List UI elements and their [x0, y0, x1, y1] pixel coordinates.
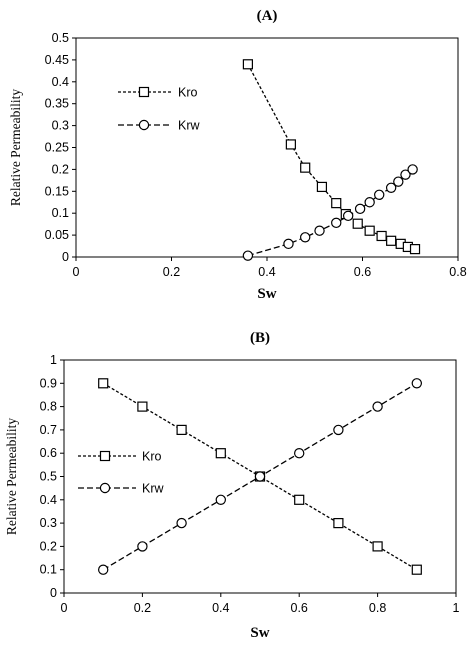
x-tick-label: 0.4	[258, 265, 275, 279]
data-point	[411, 378, 422, 389]
y-tick-label: 0.5	[52, 31, 69, 45]
x-tick-label: 1	[453, 601, 460, 615]
legend-entry: Krw	[78, 482, 165, 496]
x-tick-label: 0.6	[354, 265, 371, 279]
legend-marker	[138, 86, 150, 98]
legend-entry: Kro	[78, 450, 162, 464]
data-point	[411, 564, 422, 575]
legend-label: Kro	[178, 86, 198, 100]
data-point	[215, 448, 226, 459]
chart-title: (B)	[250, 330, 270, 346]
x-tick-label: 0.8	[449, 265, 466, 279]
y-tick-label: 0.5	[40, 470, 57, 484]
chart-panel-b: 0 0.1 0.2 0.3 0.4 0.5 0.6 0.7 0.8 0.9 1 0 0.2 0.4 0.6 0…	[4, 330, 460, 641]
x-tick-label: 0.2	[134, 601, 151, 615]
data-point	[333, 424, 344, 436]
data-point	[331, 198, 342, 209]
y-axis-title: Relative Permeability	[4, 418, 19, 536]
y-tick-label: 0.3	[40, 516, 57, 530]
x-axis-title: Sw	[257, 286, 276, 302]
data-point	[386, 235, 397, 246]
legend-label: Krw	[142, 482, 165, 496]
series-krw	[242, 164, 418, 261]
data-point	[376, 230, 387, 242]
data-point	[98, 378, 109, 389]
legend-label: Krw	[178, 119, 201, 133]
data-point	[385, 182, 397, 193]
data-point	[283, 238, 294, 250]
y-tick-label: 0.2	[52, 162, 69, 176]
data-point	[374, 189, 385, 201]
y-tick-label: 0.4	[40, 493, 57, 507]
data-point	[300, 162, 311, 173]
data-point	[254, 471, 266, 482]
x-tick-label: 0.4	[212, 601, 229, 615]
legend-entry: Krw	[118, 119, 201, 133]
x-tick-label: 0.2	[163, 265, 180, 279]
data-point	[176, 517, 187, 529]
y-tick-label: 0	[50, 586, 57, 600]
y-tick-label: 0.2	[40, 539, 57, 553]
legend-label: Kro	[142, 450, 162, 464]
data-point	[364, 225, 375, 236]
y-tick-label: 0.9	[40, 376, 57, 390]
data-point	[393, 176, 404, 187]
data-point	[354, 203, 366, 215]
y-tick-label: 1	[50, 353, 57, 367]
y-tick-label: 0.05	[45, 228, 69, 242]
y-axis-title: Relative Permeability	[8, 89, 23, 207]
data-point	[352, 218, 363, 229]
series-krw	[97, 378, 422, 575]
data-point	[97, 564, 109, 575]
x-tick-label: 0.8	[369, 601, 386, 615]
x-axis-title: Sw	[250, 625, 269, 641]
data-point	[342, 210, 354, 222]
data-point	[294, 448, 305, 459]
x-tick-label: 0	[73, 265, 80, 279]
data-point	[372, 541, 383, 552]
data-point	[300, 232, 311, 243]
data-point	[372, 401, 383, 412]
legend-marker	[138, 119, 150, 131]
plot-area-frame	[75, 37, 459, 258]
data-point	[215, 494, 226, 505]
y-tick-label: 0.3	[52, 119, 69, 133]
data-point	[137, 541, 148, 552]
y-tick-label: 0.25	[45, 141, 69, 155]
data-point	[294, 494, 305, 505]
data-point	[176, 424, 187, 435]
x-tick-label: 0.6	[291, 601, 308, 615]
data-point	[316, 181, 328, 193]
legend-entry: Kro	[118, 86, 198, 100]
y-tick-label: 0.1	[40, 563, 57, 577]
legend-marker	[99, 450, 111, 462]
data-point	[331, 217, 342, 229]
data-point	[409, 244, 421, 255]
data-point	[333, 517, 344, 529]
y-tick-label: 0.4	[52, 75, 69, 89]
chart-panel-a: 0 0.05 0.1 0.15 0.2 0.25 0.3 0.35 0.4 0.45 0.5 0 0.2…	[8, 8, 467, 302]
y-tick-label: 0	[62, 250, 69, 264]
x-tick-label: 0	[61, 601, 68, 615]
y-tick-label: 0.7	[40, 423, 57, 437]
y-tick-label: 0.45	[45, 53, 69, 67]
data-point	[364, 197, 375, 208]
series-kro	[242, 59, 421, 255]
y-tick-label: 0.15	[45, 184, 69, 198]
data-point	[400, 169, 411, 180]
data-point	[285, 139, 296, 150]
data-point	[137, 401, 148, 412]
data-point	[314, 225, 325, 236]
y-tick-label: 0.6	[40, 446, 57, 460]
y-tick-label: 0.35	[45, 97, 69, 111]
data-point	[407, 164, 418, 175]
data-point	[242, 250, 254, 261]
data-point	[242, 59, 253, 70]
chart-title: (A)	[257, 8, 278, 24]
legend-marker	[99, 482, 111, 494]
y-tick-label: 0.8	[40, 400, 57, 414]
y-tick-label: 0.1	[52, 206, 69, 220]
